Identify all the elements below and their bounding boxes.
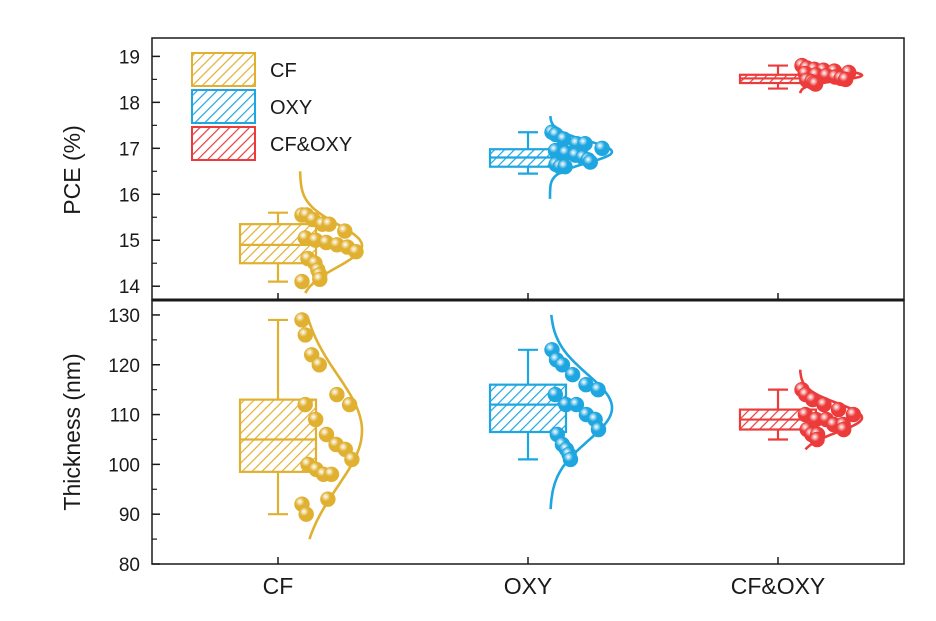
pce-tick-label: 14 xyxy=(119,277,141,298)
legend: CF OXY CF&OXY xyxy=(191,52,352,161)
box-plots xyxy=(238,64,818,516)
pce-cf-data-point xyxy=(312,271,328,288)
thickness-cf-data-point xyxy=(320,491,336,507)
category-label-oxy: OXY xyxy=(504,573,553,599)
pce-cf-data-point xyxy=(294,273,310,290)
thickness-cf-data-point xyxy=(341,396,358,413)
pce-tick-label: 17 xyxy=(119,139,140,160)
thickness-oxy-data-point xyxy=(590,421,607,438)
pce-tick-label: 18 xyxy=(119,93,140,114)
legend-label-cf: CF xyxy=(270,60,297,82)
thickness-cf-data-point xyxy=(297,396,313,413)
thickness-tick-label: 80 xyxy=(119,555,140,576)
thickness-cf-data-point xyxy=(294,312,310,328)
pce-oxy-data-point xyxy=(582,154,599,170)
axis-ticks: 14 15 16 17 18 19 80 90 100 110 120 130 xyxy=(108,47,779,576)
pce-oxy-data-point xyxy=(577,135,593,152)
thickness-cf-data-point xyxy=(311,357,328,373)
data-points xyxy=(294,57,862,522)
pce-oxy-data-point xyxy=(557,158,573,175)
thickness-cf-data-point xyxy=(329,386,345,403)
pce-axis-title: PCE (%) xyxy=(59,125,85,214)
legend-label-cf-oxy: CF&OXY xyxy=(270,134,352,156)
pce-oxy-data-point xyxy=(594,140,610,157)
thickness-cf-oxy-data-point xyxy=(809,431,825,448)
legend-label-oxy: OXY xyxy=(270,97,312,119)
thickness-cf-data-point xyxy=(308,411,324,428)
pce-cf-oxy-data-point xyxy=(807,76,824,92)
thickness-oxy-density-curve xyxy=(549,314,614,510)
legend-swatch-oxy xyxy=(191,89,256,124)
thickness-tick-label: 130 xyxy=(108,306,140,327)
thickness-cf-data-point xyxy=(298,506,314,522)
thickness-cf-data-point xyxy=(344,451,360,468)
pce-tick-label: 15 xyxy=(119,231,140,252)
thickness-tick-label: 120 xyxy=(108,356,140,377)
thickness-oxy-data-point xyxy=(568,396,585,413)
category-label-cf-oxy: CF&OXY xyxy=(731,573,826,599)
thickness-oxy-data-point xyxy=(562,451,579,468)
pce-cf-data-point xyxy=(348,243,364,260)
thickness-oxy-data-point xyxy=(564,367,581,383)
thickness-tick-label: 110 xyxy=(110,406,140,427)
thickness-oxy-data-point xyxy=(590,382,606,398)
pce-cf-data-point xyxy=(337,223,353,239)
category-label-cf: CF xyxy=(263,573,294,599)
thickness-tick-label: 100 xyxy=(108,455,140,476)
pce-tick-label: 19 xyxy=(119,47,140,68)
thickness-cf-oxy-data-point xyxy=(816,396,832,413)
thickness-cf-oxy-data-point xyxy=(845,406,862,423)
thickness-cf-oxy-data-point xyxy=(830,401,847,418)
thickness-cf-oxy-data-point xyxy=(836,421,852,438)
thickness-cf-data-point xyxy=(323,466,340,483)
thickness-cf-data-point xyxy=(297,327,314,343)
pce-cf-data-point xyxy=(321,216,337,232)
thickness-tick-label: 90 xyxy=(119,505,140,526)
thickness-oxy-data-point xyxy=(547,386,564,403)
thickness-axis-title: Thickness (nm) xyxy=(59,353,85,510)
pce-tick-label: 16 xyxy=(119,185,140,206)
legend-swatch-cf xyxy=(191,52,256,87)
thickness-cf-data-point xyxy=(318,426,335,443)
thickness-oxy-data-point xyxy=(554,357,571,373)
pce-cf-oxy-data-point xyxy=(837,71,854,88)
legend-swatch-cf-oxy xyxy=(191,126,256,161)
